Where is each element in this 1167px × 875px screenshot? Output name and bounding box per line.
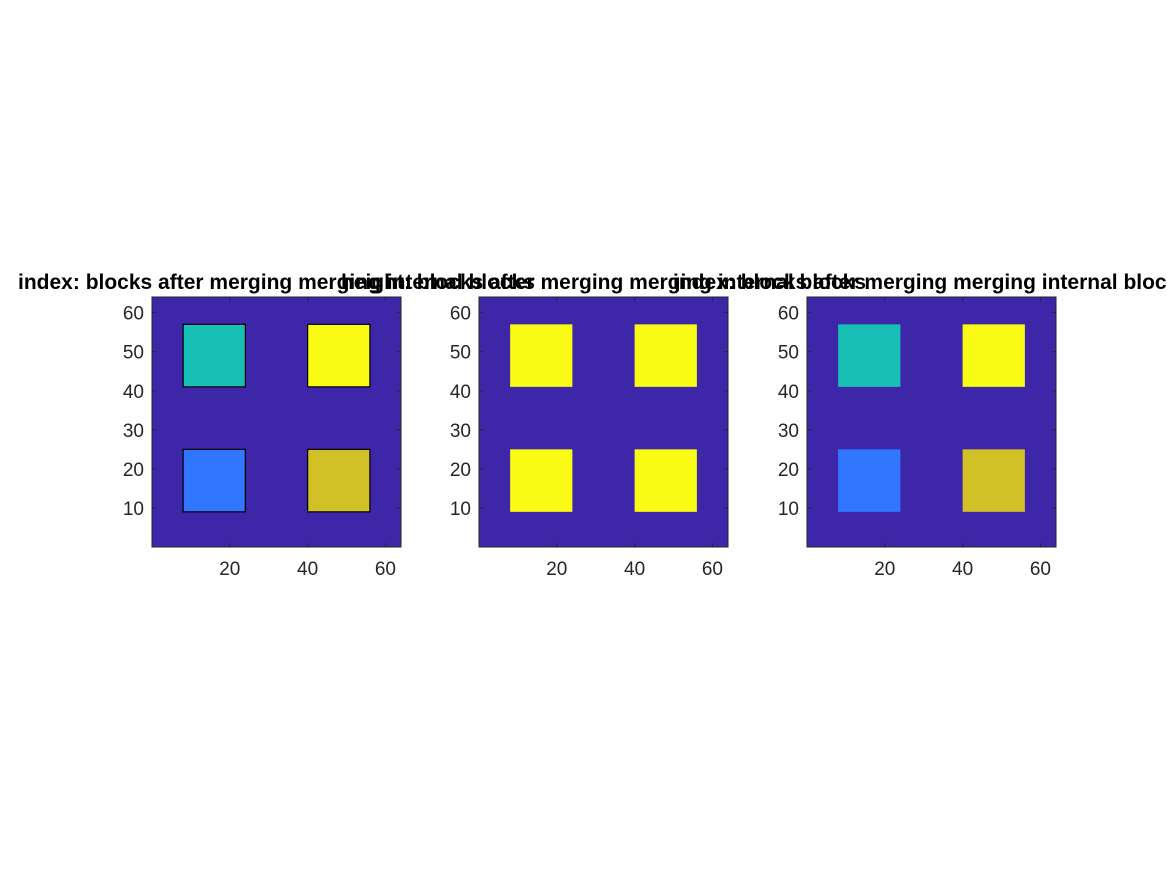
subplot-title: index: blocks after merging merging inte… [18,271,535,294]
x-tick-label: 60 [702,559,723,580]
y-tick-label: 20 [123,460,144,481]
y-tick-label: 40 [778,382,799,403]
block-3 [838,449,901,512]
y-tick-label: 50 [778,343,799,364]
x-tick-label: 40 [952,559,973,580]
subplot-3: 20 40 60 10 20 30 40 50 60 index: blocks after me… [673,271,1167,580]
y-tick-label: 60 [778,304,799,325]
y-tick-label: 30 [778,421,799,442]
block-3 [510,449,573,512]
y-tick-label: 50 [123,343,144,364]
x-tick-label: 20 [874,559,895,580]
block-1 [838,324,901,387]
axes-box [151,296,402,548]
block-4 [307,448,371,513]
x-tick-label: 20 [219,559,240,580]
block-1 [182,323,246,388]
subplot-2: 20 40 60 10 20 30 40 50 60 height: blocks after m… [341,271,866,580]
y-tick-label: 10 [778,499,799,520]
y-tick-label: 10 [450,499,471,520]
subplot-1: 20 40 60 10 20 30 40 50 60 index: blocks after me… [18,271,535,580]
x-tick-label: 20 [546,559,567,580]
y-tick-label: 10 [123,499,144,520]
x-tick-label: 40 [297,559,318,580]
subplot-title: index: blocks after merging merging inte… [673,271,1167,294]
y-tick-label: 20 [778,460,799,481]
block-2 [634,324,697,387]
block-1 [510,324,573,387]
y-tick-label: 50 [450,343,471,364]
block-2 [962,324,1025,387]
x-tick-label: 60 [375,559,396,580]
axes-box [806,296,1057,548]
y-tick-label: 60 [123,304,144,325]
y-tick-label: 40 [123,382,144,403]
x-tick-label: 60 [1030,559,1051,580]
y-tick-label: 30 [450,421,471,442]
x-tick-label: 40 [624,559,645,580]
axes-box [478,296,729,548]
block-3 [182,448,246,513]
y-tick-label: 30 [123,421,144,442]
subplot-title: height: blocks after merging merging int… [341,271,866,294]
block-4 [962,449,1025,512]
block-2 [307,323,371,388]
y-tick-label: 60 [450,304,471,325]
y-tick-label: 40 [450,382,471,403]
block-4 [634,449,697,512]
y-tick-label: 20 [450,460,471,481]
